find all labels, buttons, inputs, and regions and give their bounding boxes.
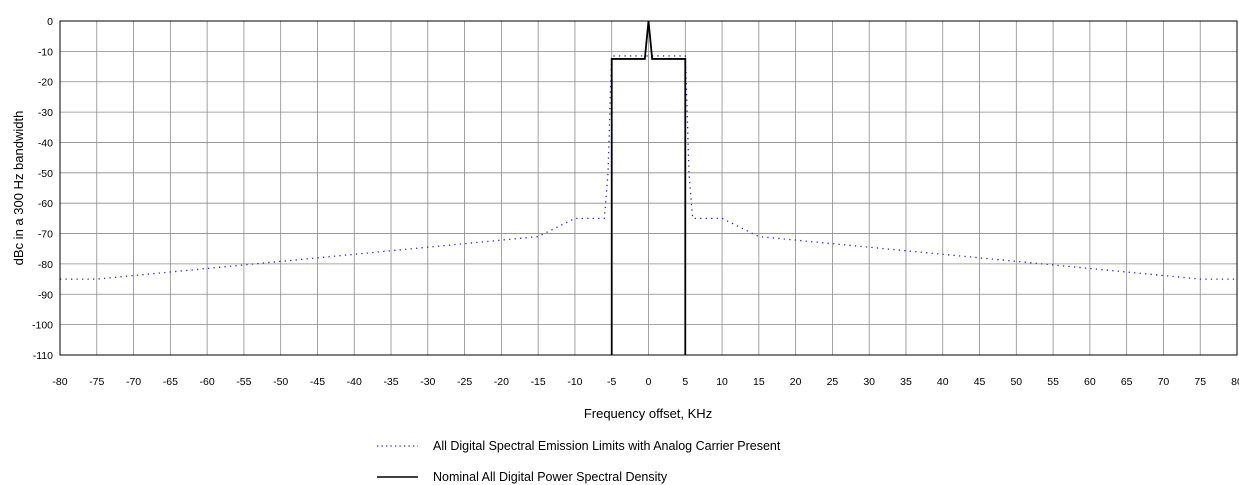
x-tick-label: 5 [682, 376, 688, 388]
x-tick-label: 80 [1231, 376, 1239, 388]
x-tick-label: -65 [163, 376, 178, 388]
x-tick-label: 10 [716, 376, 728, 388]
x-tick-label: 30 [863, 376, 875, 388]
legend-label-power-spectral-density: Nominal All Digital Power Spectral Densi… [433, 470, 668, 484]
x-tick-label: -80 [52, 376, 67, 388]
x-tick-label: -35 [383, 376, 398, 388]
x-tick-label: -15 [531, 376, 546, 388]
y-tick-label: -50 [38, 168, 53, 180]
x-tick-label: -30 [420, 376, 435, 388]
x-tick-label: 50 [1010, 376, 1022, 388]
x-tick-label: 25 [827, 376, 839, 388]
x-tick-label: -40 [347, 376, 362, 388]
x-axis-label: Frequency offset, KHz [584, 406, 712, 421]
x-tick-label: 0 [646, 376, 652, 388]
x-tick-label: -75 [89, 376, 104, 388]
x-tick-label: 45 [974, 376, 986, 388]
plot-frame [59, 20, 1238, 356]
x-tick-label: 70 [1158, 376, 1170, 388]
y-tick-label: -70 [38, 229, 53, 241]
y-tick-label: -30 [38, 107, 53, 119]
x-tick-label: 40 [937, 376, 949, 388]
y-tick-label: -40 [38, 137, 53, 149]
x-tick-label: 55 [1047, 376, 1059, 388]
grid [59, 20, 1238, 356]
x-tick-label: 15 [753, 376, 765, 388]
x-tick-label: -45 [310, 376, 325, 388]
x-tick-label: 60 [1084, 376, 1096, 388]
y-tick-label: -60 [38, 198, 53, 210]
x-tick-label: 35 [900, 376, 912, 388]
y-tick-label: -80 [38, 259, 53, 271]
x-tick-labels: -80 -75 -70 -65 -60 -55 -50 -45 -40 -35 -30 -25 -20-… [52, 376, 1239, 388]
x-tick-label: -55 [236, 376, 251, 388]
y-axis-label: dBc in a 300 Hz bandwidth [11, 111, 26, 266]
x-tick-label: -25 [457, 376, 472, 388]
x-tick-label: 75 [1194, 376, 1206, 388]
y-tick-labels: 0 -10 -20 -30 -40 -50 -60 -70 -80 -90 -100 -110 [32, 16, 53, 362]
x-tick-label: -60 [200, 376, 215, 388]
y-tick-label: -100 [32, 320, 53, 332]
x-tick-label: 20 [790, 376, 802, 388]
y-tick-label: 0 [47, 16, 53, 28]
x-tick-label: -50 [273, 376, 288, 388]
legend: All Digital Spectral Emission Limits wit… [377, 439, 781, 484]
x-tick-label: -20 [494, 376, 509, 388]
x-tick-label: -10 [567, 376, 582, 388]
x-tick-label: 65 [1121, 376, 1133, 388]
series-line-0 [60, 55, 1237, 280]
y-tick-label: -110 [33, 350, 53, 362]
x-tick-label: -70 [126, 376, 141, 388]
y-tick-label: -20 [38, 77, 53, 89]
y-tick-label: -10 [38, 46, 53, 58]
x-tick-label: -5 [607, 376, 616, 388]
y-tick-label: -90 [38, 289, 53, 301]
legend-label-emission-limits: All Digital Spectral Emission Limits wit… [433, 439, 781, 453]
